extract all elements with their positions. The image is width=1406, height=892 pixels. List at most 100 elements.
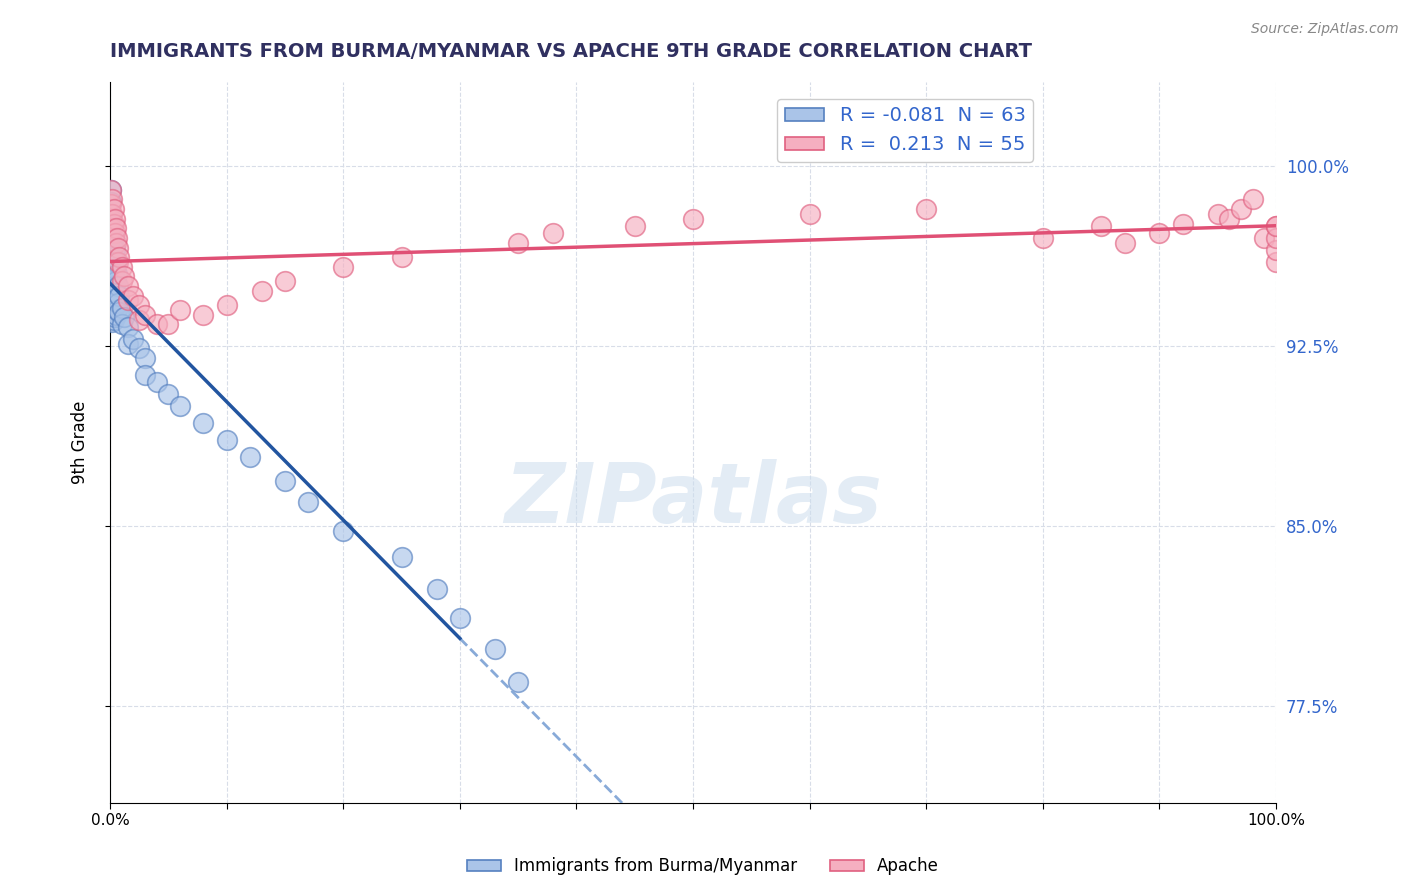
Point [391,250,413,264]
Point [134,308,156,322]
Point [122,332,145,346]
Point [117,336,139,351]
Point [100,211,122,226]
Point [107,255,129,269]
Point [104,211,127,226]
Point [101,264,124,278]
Point [103,312,125,326]
Point [104,291,127,305]
Point [105,303,128,318]
Point [101,193,124,207]
Point [112,269,135,284]
Point [103,284,125,298]
Point [274,274,297,288]
Point [111,318,134,332]
Point [193,308,215,322]
Point [101,219,124,233]
Point [915,202,938,216]
Point [100,219,122,233]
Point [250,284,273,298]
Point [101,291,124,305]
Point [1265,219,1288,233]
Point [107,279,129,293]
Point [239,450,262,464]
Point [169,399,191,413]
Point [104,221,127,235]
Point [100,267,122,281]
Point [104,243,127,257]
Text: Source: ZipAtlas.com: Source: ZipAtlas.com [1251,22,1399,37]
Point [100,194,122,209]
Point [215,298,238,312]
Point [101,207,124,221]
Point [623,219,645,233]
Point [128,298,150,312]
Point [1265,231,1288,245]
Point [104,235,127,250]
Point [100,291,122,305]
Point [449,610,471,624]
Point [134,351,156,365]
Point [193,416,215,430]
Point [508,235,530,250]
Point [104,295,127,310]
Point [117,319,139,334]
Point [391,550,413,565]
Point [1206,207,1229,221]
Point [1032,231,1054,245]
Point [100,255,122,269]
Point [1090,219,1112,233]
Point [1149,226,1171,240]
Point [122,288,145,302]
Point [103,217,125,231]
Point [101,303,124,318]
Point [1265,243,1288,257]
Point [107,241,129,255]
Legend: Immigrants from Burma/Myanmar, Apache: Immigrants from Burma/Myanmar, Apache [461,851,945,882]
Legend: R = -0.081  N = 63, R =  0.213  N = 55: R = -0.081 N = 63, R = 0.213 N = 55 [778,99,1033,162]
Point [128,312,150,326]
Point [332,260,354,274]
Point [157,318,180,332]
Point [117,279,139,293]
Point [108,288,131,302]
Point [101,279,124,293]
Point [682,211,704,226]
Point [128,342,150,356]
Point [1241,193,1264,207]
Point [103,267,125,281]
Point [104,279,127,293]
Point [100,231,122,245]
Point [107,295,129,310]
Point [104,274,127,288]
Point [169,303,191,318]
Point [215,433,238,447]
Point [297,495,319,509]
Point [1218,211,1240,226]
Text: ZIPatlas: ZIPatlas [505,459,882,541]
Point [1265,255,1288,269]
Point [104,310,127,325]
Y-axis label: 9th Grade: 9th Grade [72,401,89,483]
Point [1114,235,1136,250]
Point [105,286,128,301]
Point [1230,202,1253,216]
Point [103,298,125,312]
Point [274,474,297,488]
Point [100,207,122,221]
Point [1171,217,1194,231]
Point [541,226,564,240]
Point [105,267,128,281]
Point [1253,231,1275,245]
Point [100,279,122,293]
Point [508,675,530,690]
Point [112,310,135,325]
Point [111,301,134,315]
Text: IMMIGRANTS FROM BURMA/MYANMAR VS APACHE 9TH GRADE CORRELATION CHART: IMMIGRANTS FROM BURMA/MYANMAR VS APACHE … [110,42,1032,61]
Point [104,262,127,277]
Point [332,524,354,538]
Point [105,231,128,245]
Point [103,250,125,264]
Point [100,183,122,197]
Point [101,221,124,235]
